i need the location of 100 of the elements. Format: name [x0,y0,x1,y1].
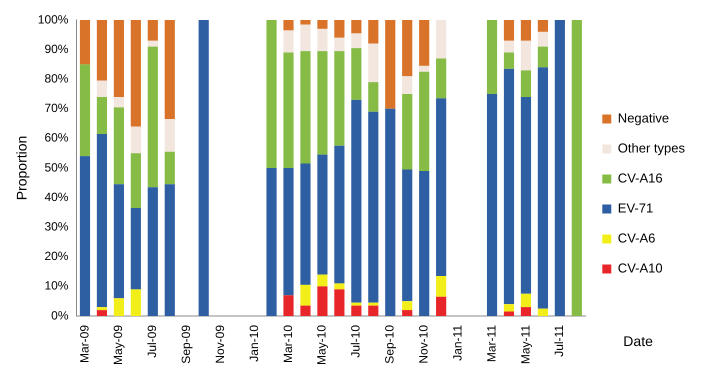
bar [351,100,362,303]
bar [402,20,412,76]
bar [419,72,430,171]
bar [334,20,344,38]
bar [96,96,108,134]
bar [351,302,362,306]
bar [80,64,90,156]
bar [300,24,311,52]
bar [504,40,514,53]
bar [317,51,328,155]
bar [436,276,446,297]
bar [385,108,396,316]
y-tick-label: 30% [44,220,69,234]
bar [300,51,311,164]
bar [351,20,362,34]
bar [486,94,498,316]
legend-label: Negative [618,110,670,126]
bar [300,284,311,306]
bar [80,156,90,316]
y-tick-label: 100% [38,12,69,26]
bar [266,168,277,316]
bar [538,308,548,316]
x-tick-label: Jul-10 [348,324,363,358]
bar [334,283,344,290]
bar [538,46,548,68]
x-tick-label: May-10 [314,324,329,365]
bar [317,28,328,52]
bar [368,82,378,112]
bar [164,119,175,152]
x-tick-label: Jul-09 [145,324,160,358]
bar [283,295,294,316]
x-tick-label: Nov-09 [212,324,227,364]
bar [368,20,378,44]
bar [504,312,514,316]
bar [368,302,378,306]
bar [130,126,141,154]
bar [148,187,158,316]
bar [504,304,514,312]
bar [334,38,344,52]
y-tick-label: 60% [44,130,69,145]
bar [436,296,446,316]
x-tick-label: Mar-09 [77,324,92,363]
x-tick-label: May-09 [111,324,126,365]
bar [96,307,108,310]
x-tick-label: Jan-10 [246,324,261,362]
bar [96,134,108,308]
bar [368,306,378,316]
x-axis-title: Date [623,332,654,349]
legend-label: Other types [618,140,686,156]
bar [402,169,412,302]
bar [80,20,90,64]
bar [520,307,532,316]
bar [317,154,328,275]
bar [554,20,565,316]
bar [351,306,362,316]
bar [300,164,311,285]
legend-label: EV-71 [618,200,654,216]
bar [96,20,108,81]
y-tick-label: 0% [51,308,69,322]
bar [317,274,328,286]
bar [334,289,344,316]
bar [130,208,141,290]
bar [572,20,582,316]
bar [419,170,430,316]
bar [419,66,430,72]
bar [538,20,548,32]
bar [130,289,141,316]
bar [436,58,446,98]
y-tick-label: 80% [44,72,69,86]
bar [504,52,514,69]
bar [148,40,158,47]
bar [266,20,277,168]
bar [520,70,532,97]
bar [402,310,412,316]
bar [334,146,344,284]
bar [114,20,124,97]
bar [334,51,344,146]
bar [402,76,412,94]
legend-label: CV-A16 [618,170,663,186]
bar [351,33,362,48]
y-tick-label: 10% [44,278,69,293]
bar [419,20,430,66]
bar [486,20,498,94]
bar [300,20,311,24]
bar [283,20,294,30]
bar [283,30,294,53]
bar [436,98,446,276]
bar [114,184,124,298]
bar [520,294,532,308]
y-tick-label: 50% [44,160,69,174]
bar [520,40,532,70]
x-tick-label: Mar-11 [484,324,498,362]
bar [164,20,175,120]
bar [300,306,311,316]
bar [436,20,446,58]
bar [148,46,158,188]
bar [114,298,124,316]
bar [402,94,412,170]
bar [130,20,141,127]
bar [198,20,209,316]
